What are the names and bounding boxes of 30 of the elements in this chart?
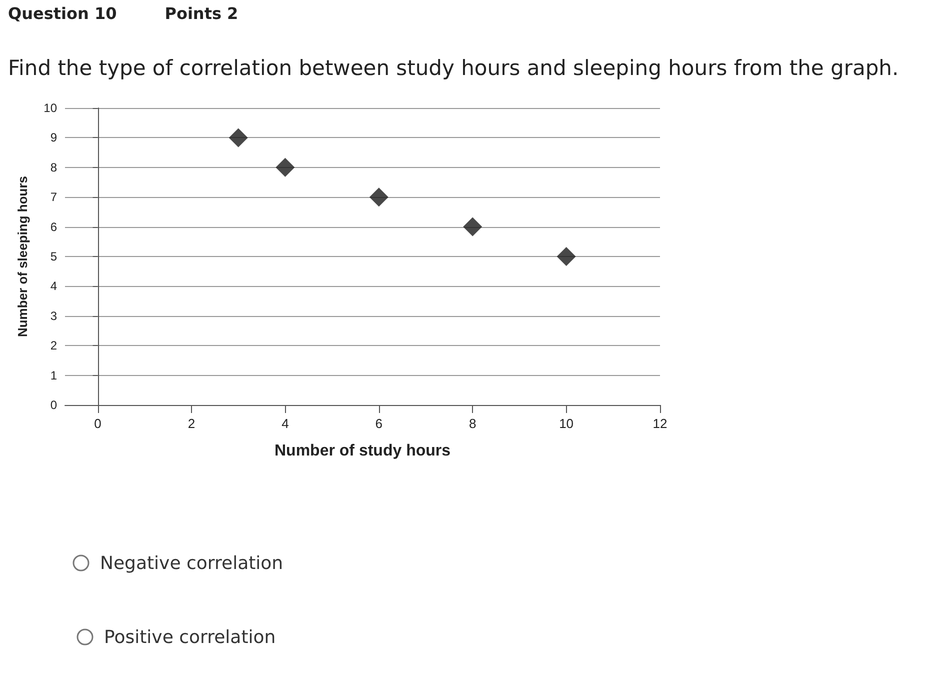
x-tick-label: 4 [282,416,289,431]
y-axis-title: Number of sleeping hours [15,176,30,338]
point [463,217,482,236]
y-tick-label: 7 [50,190,58,204]
point [228,128,248,148]
x-tick-label: 10 [559,416,574,431]
x-axis-title: Number of study hours [274,442,451,460]
point [276,158,295,177]
x-tick-label: 0 [94,416,102,431]
y-tick-label: 2 [50,338,58,353]
text: Negative correlation [100,552,284,574]
y-tick-label: 1 [50,368,58,382]
text: Positive correlation [104,626,276,648]
y-tick-label: 3 [50,308,58,323]
point [556,247,576,266]
text: Points 2 [164,4,238,23]
y-tick-label: 8 [50,160,58,174]
y-tick-label: 5 [50,250,58,264]
y-tick-label: 4 [50,279,58,294]
y-tick-label: 10 [44,101,58,115]
x-tick-label: 12 [652,416,668,431]
x-tick-label: 8 [468,416,476,431]
y-tick-label: 0 [50,398,58,412]
x-tick-label: 6 [375,416,383,431]
y-tick-label: 9 [50,130,58,145]
x-tick-label: 2 [188,416,196,431]
chart-title: Find the type of correlation between study hours and sleeping hours from the graph. [8,56,899,80]
text: Question 10 [8,4,117,23]
point [369,188,388,207]
y-tick-label: 6 [50,220,58,234]
